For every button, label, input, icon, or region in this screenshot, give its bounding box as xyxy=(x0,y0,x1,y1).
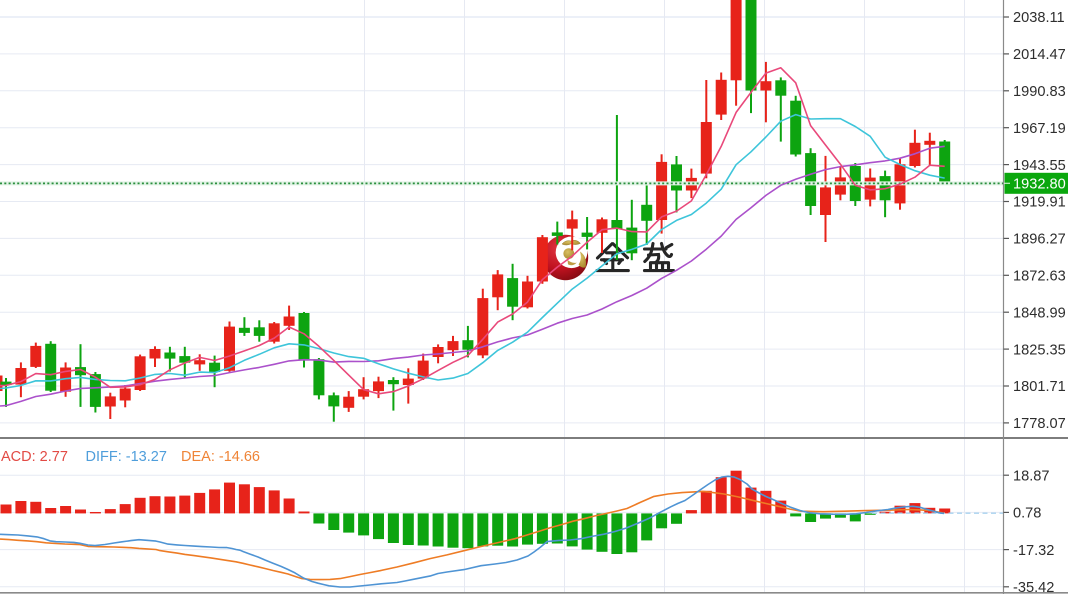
svg-text:1943.55: 1943.55 xyxy=(1013,158,1066,174)
svg-text:0.78: 0.78 xyxy=(1013,506,1041,522)
svg-text:1896.27: 1896.27 xyxy=(1013,232,1066,248)
svg-text:1825.35: 1825.35 xyxy=(1013,342,1066,358)
svg-text:1778.07: 1778.07 xyxy=(1013,416,1066,432)
svg-text:1932.80: 1932.80 xyxy=(1013,177,1066,193)
svg-text:-17.32: -17.32 xyxy=(1013,543,1054,559)
svg-text:DIFF: -13.27: DIFF: -13.27 xyxy=(86,449,167,465)
svg-text:1990.83: 1990.83 xyxy=(1013,84,1066,100)
svg-text:1848.99: 1848.99 xyxy=(1013,305,1066,321)
svg-text:1872.63: 1872.63 xyxy=(1013,269,1066,285)
svg-text:ACD: 2.77: ACD: 2.77 xyxy=(1,449,68,465)
svg-text:1919.91: 1919.91 xyxy=(1013,195,1066,211)
svg-text:1801.71: 1801.71 xyxy=(1013,379,1066,395)
svg-text:18.87: 18.87 xyxy=(1013,468,1050,484)
svg-text:-35.42: -35.42 xyxy=(1013,580,1054,594)
svg-text:1967.19: 1967.19 xyxy=(1013,121,1066,137)
svg-text:2014.47: 2014.47 xyxy=(1013,47,1066,63)
svg-text:2038.11: 2038.11 xyxy=(1013,10,1065,26)
svg-text:DEA: -14.66: DEA: -14.66 xyxy=(181,449,260,465)
